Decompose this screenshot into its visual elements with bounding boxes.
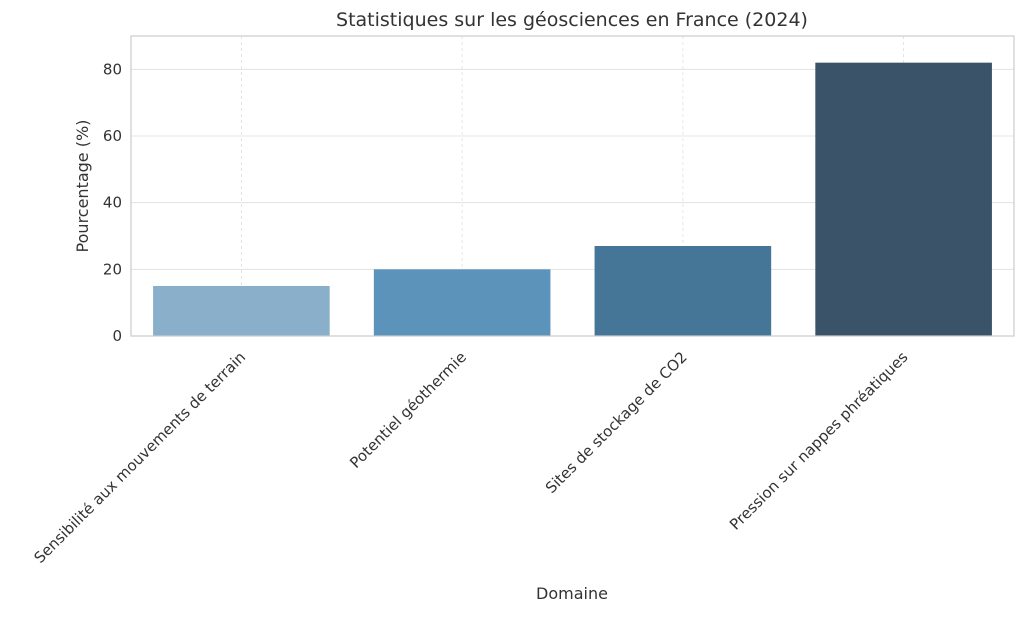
y-tick-label: 0 — [112, 327, 122, 345]
x-axis-label: Domaine — [536, 584, 608, 603]
y-tick-label: 80 — [103, 60, 122, 78]
y-tick-label: 40 — [103, 194, 122, 212]
chart-title: Statistiques sur les géosciences en Fran… — [336, 9, 808, 31]
x-tick-label: Sites de stockage de CO2 — [542, 348, 691, 497]
y-tick-label: 60 — [103, 127, 122, 145]
y-axis-label: Pourcentage (%) — [73, 120, 92, 253]
plot-frame — [130, 35, 1015, 337]
x-tick-label: Pression sur nappes phréatiques — [726, 348, 912, 534]
x-tick-label: Potentiel géothermie — [346, 348, 470, 472]
x-tick-label: Sensibilité aux mouvements de terrain — [31, 348, 250, 567]
bar — [815, 62, 992, 337]
bars-layer — [153, 62, 992, 337]
y-tick-label: 20 — [103, 260, 122, 278]
bar — [153, 286, 330, 336]
bar — [373, 269, 551, 336]
y-tick-labels: 0 20 40 60 80 — [103, 60, 122, 345]
x-tick-labels: Sensibilité aux mouvements de terrain Pot… — [31, 348, 912, 567]
bar — [594, 246, 772, 336]
